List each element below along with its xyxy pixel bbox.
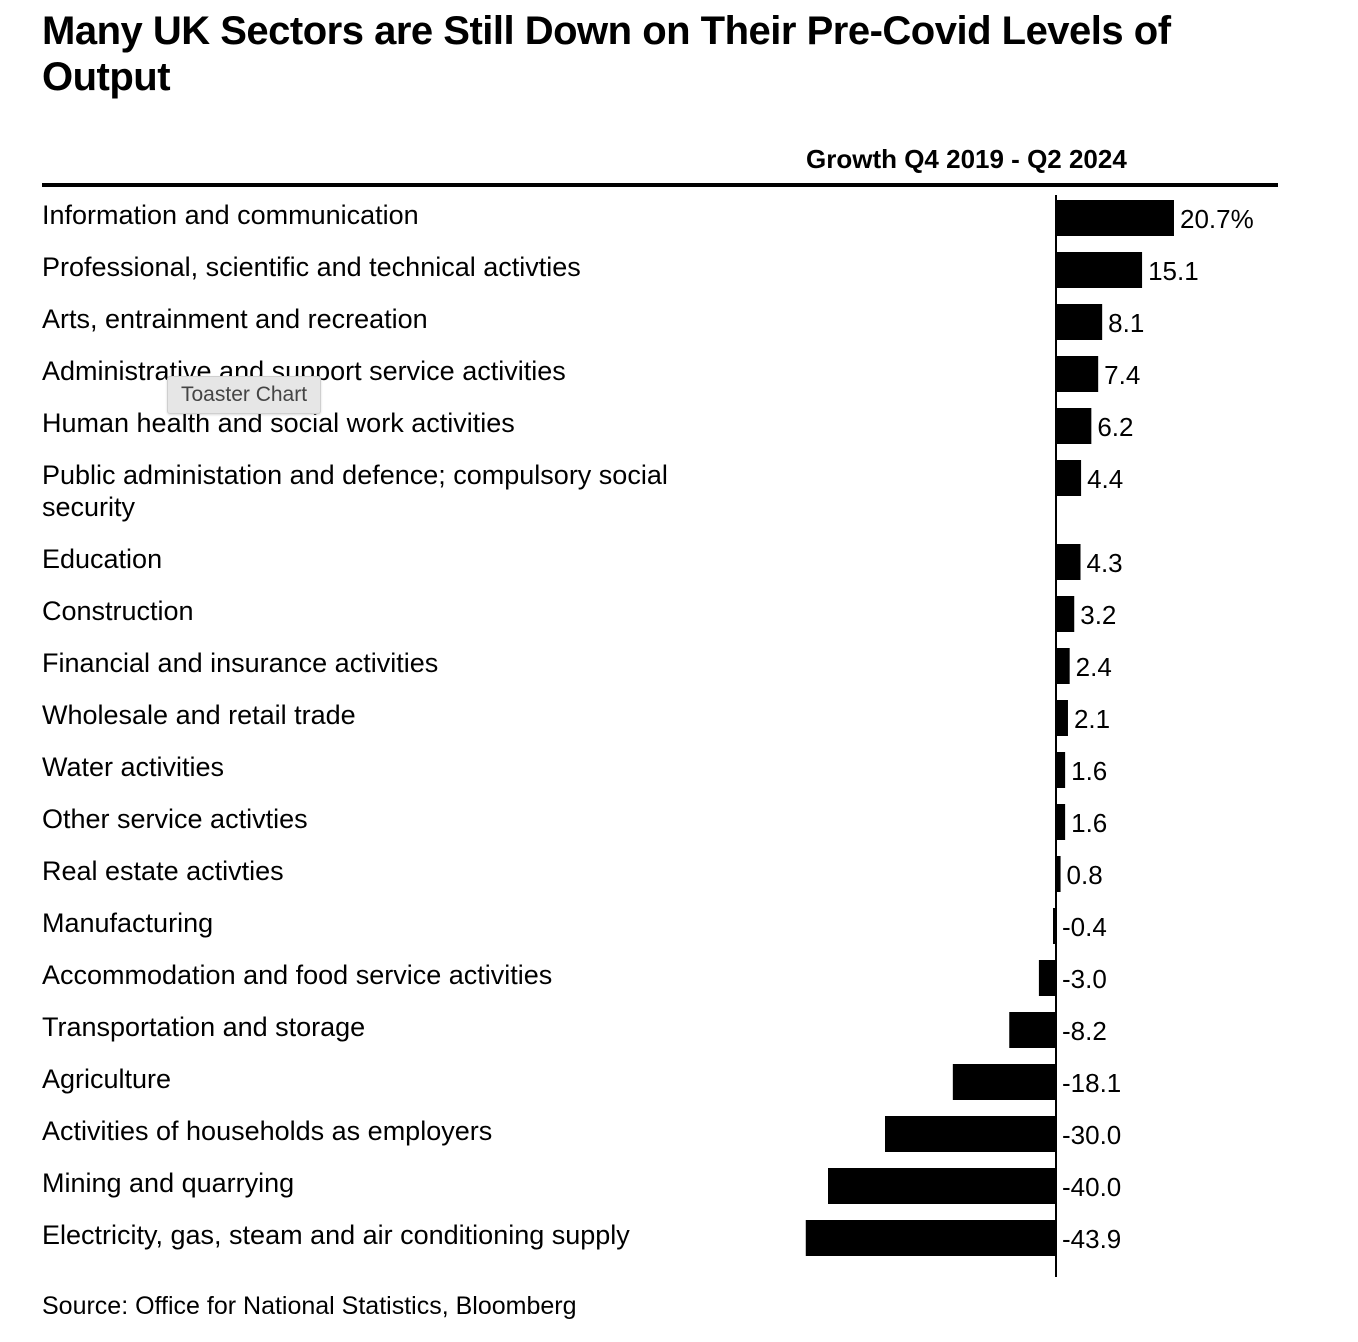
value-label: 6.2 — [1097, 412, 1133, 442]
value-label: 3.2 — [1080, 600, 1116, 630]
bar — [828, 1168, 1056, 1204]
value-label: 0.8 — [1067, 860, 1103, 890]
category-label: Electricity, gas, steam and air conditio… — [42, 1220, 630, 1250]
category-label: Information and communication — [42, 200, 419, 230]
category-label: Water activities — [42, 752, 225, 782]
bar — [805, 1220, 1056, 1256]
value-label: -40.0 — [1062, 1172, 1121, 1202]
category-label: Manufacturing — [42, 908, 214, 938]
value-label: 20.7% — [1180, 204, 1254, 234]
bar — [1056, 856, 1061, 892]
category-label: Accommodation and food service activitie… — [42, 960, 553, 990]
value-label: -43.9 — [1062, 1224, 1121, 1254]
tooltip: Toaster Chart — [167, 376, 322, 414]
category-label: Professional, scientific and technical a… — [42, 252, 581, 282]
bar — [1056, 356, 1099, 392]
value-label: -30.0 — [1062, 1120, 1121, 1150]
category-label: Public administation and defence; compul… — [42, 460, 668, 522]
category-label: Other service activties — [42, 804, 308, 834]
bar — [1056, 408, 1092, 444]
bar — [1056, 752, 1066, 788]
bar — [1056, 252, 1143, 288]
category-label: Arts, entrainment and recreation — [42, 304, 428, 334]
bar — [1056, 544, 1081, 580]
value-label: 15.1 — [1148, 256, 1199, 286]
value-label: 8.1 — [1108, 308, 1144, 338]
bar — [952, 1064, 1056, 1100]
bar — [885, 1116, 1056, 1152]
bar — [1056, 200, 1174, 236]
category-label: Wholesale and retail trade — [42, 700, 356, 730]
value-label: 4.4 — [1087, 464, 1123, 494]
bar — [1056, 700, 1068, 736]
chart-title: Many UK Sectors are Still Down on Their … — [42, 9, 1171, 99]
value-label: 1.6 — [1071, 756, 1107, 786]
value-label: 1.6 — [1071, 808, 1107, 838]
value-label: 7.4 — [1104, 360, 1140, 390]
category-label: Transportation and storage — [42, 1012, 366, 1042]
bar — [1056, 304, 1103, 340]
category-label: Real estate activties — [42, 856, 284, 886]
category-label: Construction — [42, 596, 194, 626]
bar — [1056, 596, 1075, 632]
value-label: -0.4 — [1062, 912, 1107, 942]
source-note: Source: Office for National Statistics, … — [42, 1292, 577, 1320]
category-label: Education — [42, 544, 163, 574]
bar — [1056, 460, 1082, 496]
value-label: -8.2 — [1062, 1016, 1107, 1046]
bar — [1053, 908, 1056, 944]
category-label: Activities of households as employers — [42, 1116, 493, 1146]
category-label: Agriculture — [42, 1064, 172, 1094]
value-label: -18.1 — [1062, 1068, 1121, 1098]
value-label: 2.1 — [1074, 704, 1110, 734]
bar — [1056, 648, 1070, 684]
category-label: Financial and insurance activities — [42, 648, 439, 678]
header-rule — [42, 183, 1278, 187]
bar — [1038, 960, 1056, 996]
bar — [1009, 1012, 1056, 1048]
bar — [1056, 804, 1066, 840]
value-label: 4.3 — [1087, 548, 1123, 578]
value-label: -3.0 — [1062, 964, 1107, 994]
column-header: Growth Q4 2019 - Q2 2024 — [806, 144, 1127, 174]
category-label: Mining and quarrying — [42, 1168, 295, 1198]
value-label: 2.4 — [1076, 652, 1112, 682]
